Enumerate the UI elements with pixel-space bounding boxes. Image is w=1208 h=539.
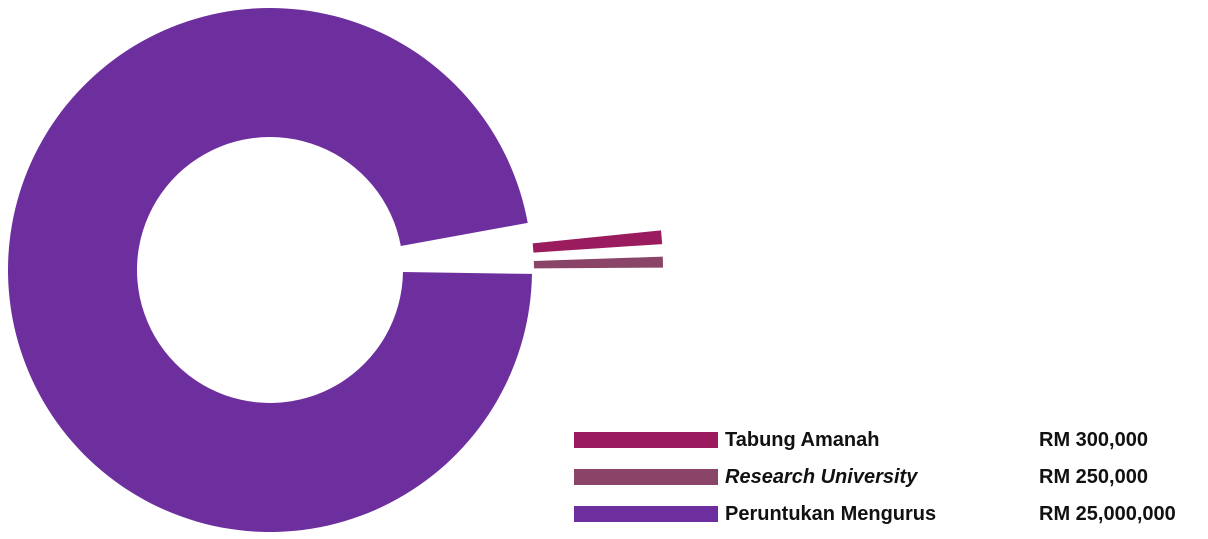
legend-value: RM 300,000 <box>1039 429 1148 451</box>
legend-item-tabung-amanah: Tabung Amanah RM 300,000 <box>574 428 1194 465</box>
legend-swatch <box>574 506 718 522</box>
pie-slice-research-university <box>533 256 663 269</box>
legend-item-peruntukan-mengurus: Peruntukan Mengurus RM 25,000,000 <box>574 502 1194 539</box>
legend: Tabung Amanah RM 300,000 Research Univer… <box>574 428 1194 539</box>
legend-value: RM 25,000,000 <box>1039 503 1176 525</box>
legend-value: RM 250,000 <box>1039 466 1148 488</box>
legend-label: Tabung Amanah <box>725 429 880 451</box>
legend-label: Peruntukan Mengurus <box>725 503 937 525</box>
legend-swatch <box>574 469 718 485</box>
pie-slice-peruntukan-mengurus <box>7 7 532 532</box>
legend-swatch <box>574 432 718 448</box>
legend-label: Research University <box>725 466 918 488</box>
legend-item-research-university: Research University RM 250,000 <box>574 465 1194 502</box>
pie-slice-tabung-amanah <box>532 230 663 253</box>
